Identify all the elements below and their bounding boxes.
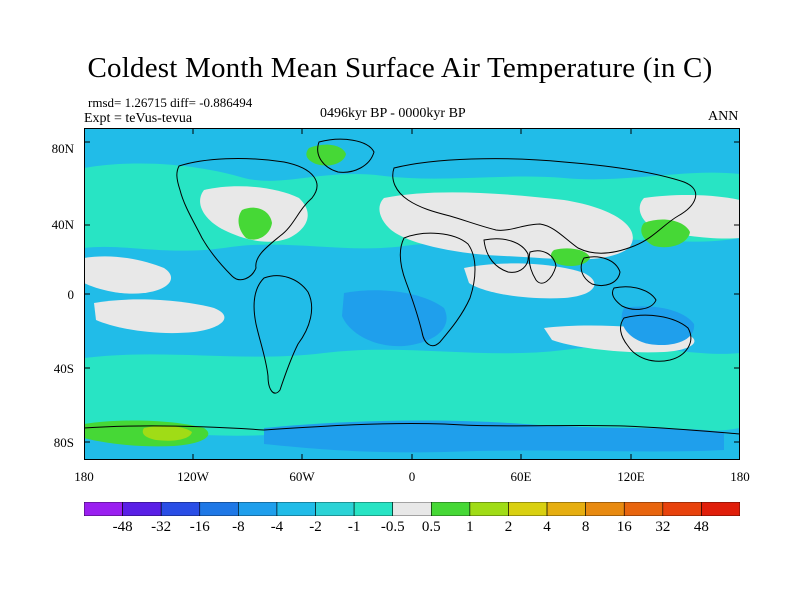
colorbar-tick-label: -2 bbox=[309, 519, 322, 535]
field-green-kuroshio bbox=[641, 219, 690, 248]
colorbar-tick-label: -16 bbox=[189, 519, 210, 535]
field-yellowgreen-patch bbox=[142, 425, 192, 441]
field-lightblue-south-atlantic bbox=[342, 290, 447, 347]
coast-africa bbox=[399, 232, 476, 347]
colorbar-tick-label: 2 bbox=[504, 519, 513, 535]
colorbar-tick-label: -48 bbox=[112, 519, 133, 535]
field-green-east-us bbox=[238, 207, 272, 240]
colorbar-swatch bbox=[122, 502, 162, 516]
lat-label-0: 0 bbox=[67, 287, 75, 302]
colorbar-tick-label: 4 bbox=[543, 519, 551, 535]
colorbar-tick-label: 48 bbox=[693, 519, 709, 535]
map-ticks bbox=[84, 128, 740, 460]
stats-text: rmsd= 1.26715 diff= -0.886494 bbox=[88, 95, 253, 110]
coast-australia bbox=[620, 314, 692, 362]
temperature-map bbox=[84, 128, 740, 460]
coast-southeast-asia bbox=[580, 256, 657, 310]
lon-label-180e: 180 bbox=[730, 469, 750, 484]
colorbar-swatch bbox=[199, 502, 239, 516]
colorbar-tick-label: 32 bbox=[655, 519, 671, 535]
lon-label-60w: 60W bbox=[289, 469, 315, 484]
colorbar-swatch bbox=[238, 502, 278, 516]
colorbar-tick-label: 16 bbox=[616, 519, 632, 535]
colorbar-tick-label: -32 bbox=[151, 519, 172, 535]
colorbar-swatch bbox=[623, 502, 664, 516]
lat-label-80n: 80N bbox=[51, 141, 74, 156]
lon-label-180w: 180 bbox=[74, 469, 94, 484]
field-neutral-eurasia bbox=[379, 192, 633, 260]
colorbar-swatch bbox=[160, 502, 201, 516]
lat-label-40n: 40N bbox=[51, 217, 74, 232]
lat-label-40s: 40S bbox=[53, 361, 74, 376]
colorbar bbox=[84, 502, 740, 516]
field-lightblue-australia bbox=[621, 306, 695, 346]
field-green-arabia bbox=[550, 248, 590, 266]
coast-south-america bbox=[253, 275, 313, 394]
map-title: Coldest Month Mean Surface Air Temperatu… bbox=[87, 52, 713, 84]
lon-label-60e: 60E bbox=[510, 469, 532, 484]
field-lightblue-antarctica bbox=[264, 420, 724, 453]
field-neutral-indian bbox=[464, 263, 595, 299]
colorbar-swatch bbox=[392, 502, 432, 516]
colorbar-swatch bbox=[276, 502, 316, 516]
colorbar-tick-label: 1 bbox=[466, 519, 474, 535]
lon-label-0: 0 bbox=[408, 469, 416, 484]
colorbar-tick-label: 8 bbox=[581, 519, 590, 535]
lon-label-120e: 120E bbox=[617, 469, 645, 484]
colorbar-swatch bbox=[662, 502, 702, 516]
colorbar-tick-label: -8 bbox=[232, 519, 245, 535]
field-green-greenland bbox=[306, 144, 346, 166]
coast-greenland bbox=[317, 138, 375, 173]
colorbar-swatch bbox=[585, 502, 625, 516]
field-neutral-subtropics-west bbox=[84, 256, 172, 294]
coast-europe-asia bbox=[392, 158, 697, 254]
colorbar-tick-label: -4 bbox=[270, 519, 284, 535]
colorbar-tick-label: -0.5 bbox=[380, 519, 405, 535]
colorbar-swatch bbox=[430, 502, 471, 516]
experiment-text: Expt = teVus-tevua bbox=[84, 111, 193, 126]
coast-arabia-india bbox=[483, 238, 557, 284]
coast-north-america bbox=[176, 158, 318, 281]
colorbar-swatch bbox=[546, 502, 586, 516]
lat-label-80s: 80S bbox=[53, 435, 74, 450]
colorbar-tick-label: -1 bbox=[347, 519, 361, 535]
colorbar-tick-label: 0.5 bbox=[421, 519, 441, 535]
coast-antarctica bbox=[84, 422, 740, 435]
coastlines bbox=[84, 138, 740, 435]
period-text: 0496kyr BP - 0000kyr BP bbox=[320, 106, 466, 121]
colorbar-swatch bbox=[701, 502, 740, 516]
season-label: ANN bbox=[708, 109, 739, 124]
lon-label-120w: 120W bbox=[177, 469, 209, 484]
field-cyan-band-south bbox=[84, 346, 740, 436]
colorbar-swatch bbox=[508, 502, 548, 516]
colorbar-swatch bbox=[469, 502, 509, 516]
colorbar-swatch bbox=[353, 502, 394, 516]
field-neutral-pacific-south bbox=[94, 299, 225, 334]
colorbar-swatch bbox=[84, 502, 123, 516]
colorbar-swatch bbox=[315, 502, 355, 516]
